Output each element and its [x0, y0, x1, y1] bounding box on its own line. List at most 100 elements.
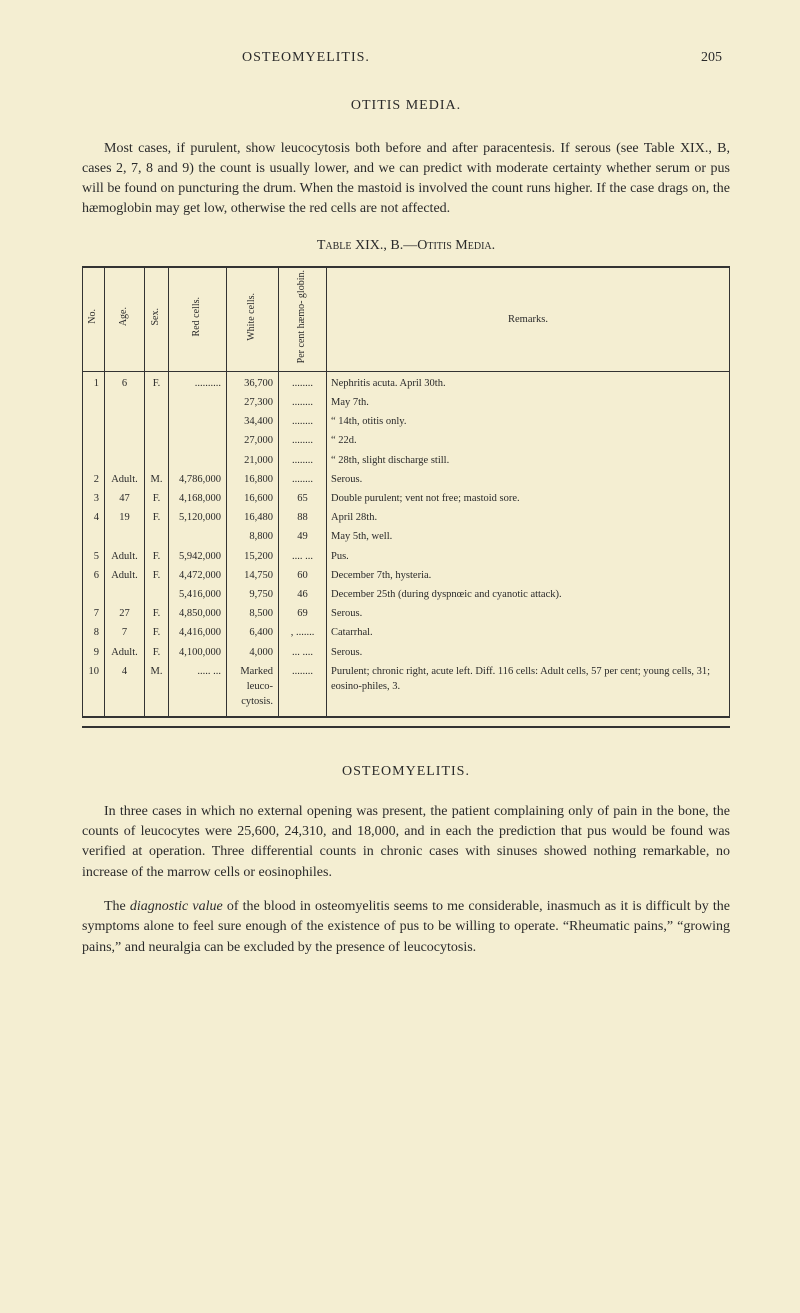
cell-sex: [145, 451, 169, 470]
table-row: 419F.5,120,00016,48088April 28th.: [83, 508, 730, 527]
table-bottom-rule: [82, 726, 730, 728]
cell-white: 27,300: [227, 393, 279, 412]
cell-red: 5,942,000: [169, 547, 227, 566]
cell-pct: ... ....: [279, 643, 327, 662]
table-row: 6Adult.F.4,472,00014,75060December 7th, …: [83, 566, 730, 585]
table-row: 727F.4,850,0008,50069Serous.: [83, 604, 730, 623]
table-row: 87F.4,416,0006,400, .......Catarrhal.: [83, 623, 730, 642]
cell-white: Marked leuco-cytosis.: [227, 662, 279, 717]
cell-pct: 60: [279, 566, 327, 585]
table-caption: Table XIX., B.—Otitis Media.: [82, 236, 730, 256]
cell-remarks: Pus.: [327, 547, 730, 566]
cell-white: 14,750: [227, 566, 279, 585]
cell-age: [105, 412, 145, 431]
cell-pct: ........: [279, 393, 327, 412]
cell-white: 6,400: [227, 623, 279, 642]
cell-red: 5,416,000: [169, 585, 227, 604]
cell-sex: F.: [145, 566, 169, 585]
col-pct: Per cent hæmo- globin.: [295, 270, 310, 363]
page-header: OSTEOMYELITIS. 205: [82, 48, 730, 68]
cell-pct: ........: [279, 451, 327, 470]
table-row: 27,300........May 7th.: [83, 393, 730, 412]
cell-age: Adult.: [105, 547, 145, 566]
table-header-row: No. Age. Sex. Red cells. White cells. Pe…: [83, 267, 730, 371]
otitis-media-table: No. Age. Sex. Red cells. White cells. Pe…: [82, 266, 730, 717]
table-row: 8,80049May 5th, well.: [83, 527, 730, 546]
cell-remarks: May 7th.: [327, 393, 730, 412]
cell-sex: M.: [145, 662, 169, 717]
cell-remarks: “ 28th, slight discharge still.: [327, 451, 730, 470]
cell-pct: ........: [279, 431, 327, 450]
cell-red: [169, 412, 227, 431]
cell-remarks: “ 22d.: [327, 431, 730, 450]
table-row: 21,000........ “ 28th, slight discharge …: [83, 451, 730, 470]
cell-sex: F.: [145, 489, 169, 508]
table-row: 104M...... ...Marked leuco-cytosis......…: [83, 662, 730, 717]
cell-red: [169, 431, 227, 450]
cell-age: 47: [105, 489, 145, 508]
cell-remarks: Nephritis acuta. April 30th.: [327, 371, 730, 393]
cell-no: 3: [83, 489, 105, 508]
cell-sex: [145, 412, 169, 431]
cell-remarks: December 25th (during dyspnœic and cyano…: [327, 585, 730, 604]
cell-red: 4,100,000: [169, 643, 227, 662]
cell-pct: ........: [279, 371, 327, 393]
cell-red: 4,416,000: [169, 623, 227, 642]
cell-no: [83, 585, 105, 604]
cell-sex: F.: [145, 604, 169, 623]
cell-red: ..........: [169, 371, 227, 393]
cell-age: [105, 585, 145, 604]
cell-age: [105, 527, 145, 546]
cell-pct: 65: [279, 489, 327, 508]
cell-age: Adult.: [105, 643, 145, 662]
cell-pct: ........: [279, 662, 327, 717]
cell-no: 7: [83, 604, 105, 623]
cell-no: 2: [83, 470, 105, 489]
col-sex: Sex.: [149, 308, 164, 326]
cell-no: 4: [83, 508, 105, 527]
cell-white: 9,750: [227, 585, 279, 604]
table-row: 5,416,0009,75046December 25th (during dy…: [83, 585, 730, 604]
cell-sex: [145, 585, 169, 604]
cell-white: 36,700: [227, 371, 279, 393]
cell-sex: F.: [145, 643, 169, 662]
cell-no: 1: [83, 371, 105, 393]
cell-white: 16,480: [227, 508, 279, 527]
section-title-otitis: OTITIS MEDIA.: [82, 96, 730, 116]
cell-white: 16,800: [227, 470, 279, 489]
cell-age: [105, 393, 145, 412]
cell-pct: 46: [279, 585, 327, 604]
cell-age: 6: [105, 371, 145, 393]
cell-remarks: Serous.: [327, 643, 730, 662]
cell-age: 7: [105, 623, 145, 642]
cell-red: 4,168,000: [169, 489, 227, 508]
cell-age: [105, 451, 145, 470]
table-row: 2Adult.M.4,786,00016,800........Serous.: [83, 470, 730, 489]
cell-remarks: Serous.: [327, 604, 730, 623]
cell-red: 4,472,000: [169, 566, 227, 585]
table-row: 34,400........ “ 14th, otitis only.: [83, 412, 730, 431]
cell-age: 19: [105, 508, 145, 527]
cell-pct: 88: [279, 508, 327, 527]
cell-pct: .... ...: [279, 547, 327, 566]
cell-red: 5,120,000: [169, 508, 227, 527]
cell-white: 4,000: [227, 643, 279, 662]
cell-red: [169, 527, 227, 546]
cell-remarks: Catarrhal.: [327, 623, 730, 642]
cell-age: [105, 431, 145, 450]
cell-red: ..... ...: [169, 662, 227, 717]
table-row: 16F...........36,700........Nephritis ac…: [83, 371, 730, 393]
page-number: 205: [701, 48, 730, 68]
table-row: 27,000........ “ 22d.: [83, 431, 730, 450]
cell-remarks: Purulent; chronic right, acute left. Dif…: [327, 662, 730, 717]
cell-white: 34,400: [227, 412, 279, 431]
cell-no: 9: [83, 643, 105, 662]
cell-sex: [145, 431, 169, 450]
cell-remarks: April 28th.: [327, 508, 730, 527]
table-row: 5Adult.F.5,942,00015,200.... ...Pus.: [83, 547, 730, 566]
cell-white: 27,000: [227, 431, 279, 450]
p2-prefix: The: [104, 899, 130, 914]
cell-pct: 69: [279, 604, 327, 623]
cell-remarks: December 7th, hysteria.: [327, 566, 730, 585]
cell-remarks: Double purulent; vent not free; mastoid …: [327, 489, 730, 508]
